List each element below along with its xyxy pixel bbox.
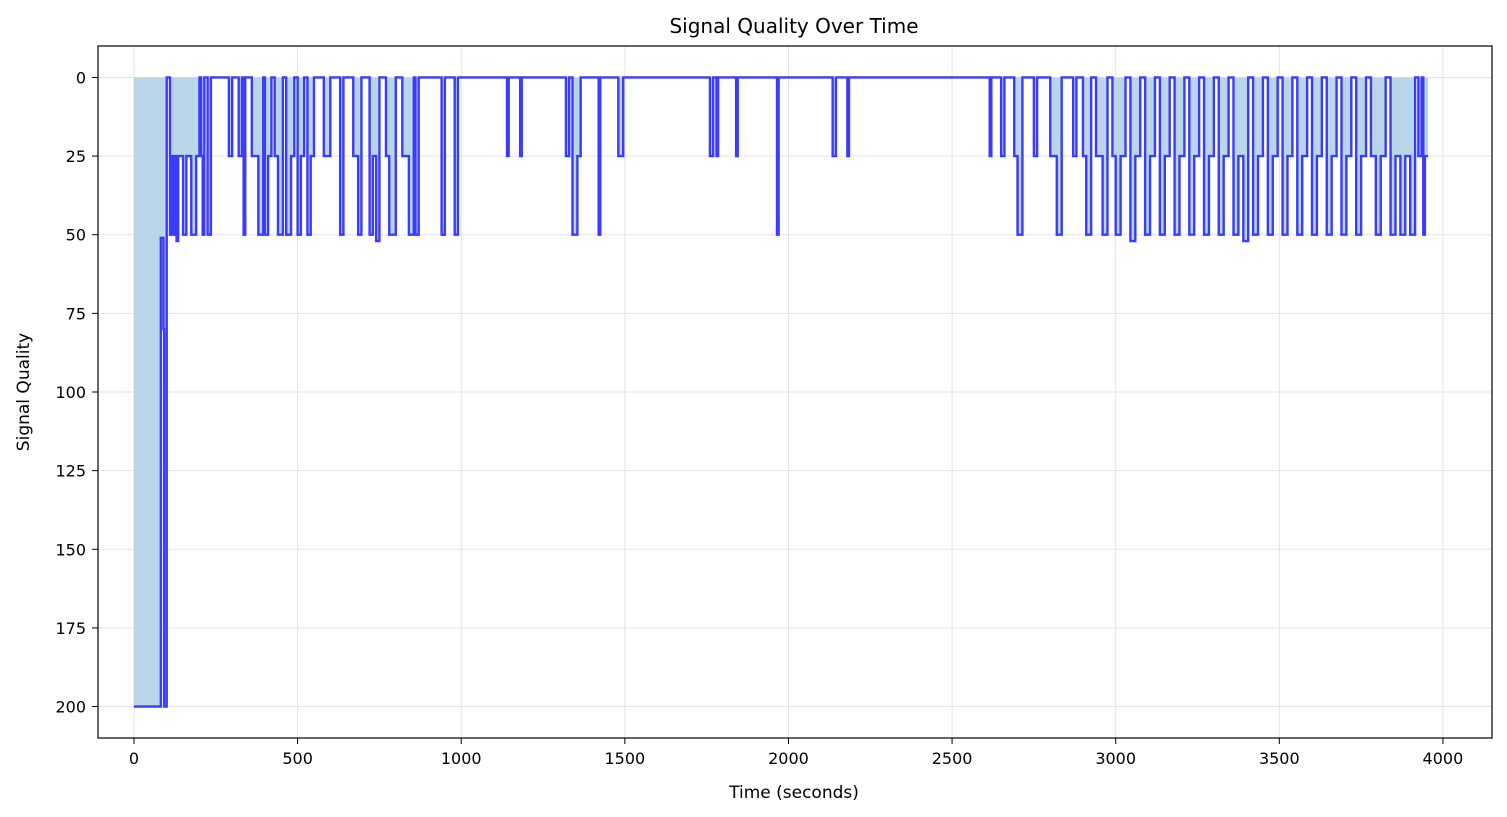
series-line <box>134 76 1429 708</box>
x-axis: 0 500 1000 1500 2000 2500 3000 3500 4000 <box>129 738 1463 768</box>
y-tick-label: 75 <box>66 304 86 323</box>
x-tick-label: 3000 <box>1095 749 1136 768</box>
y-tick-label: 150 <box>55 540 86 559</box>
chart-title: Signal Quality Over Time <box>669 14 918 38</box>
y-tick-label: 25 <box>66 147 86 166</box>
y-tick-label: 100 <box>55 383 86 402</box>
y-axis-title: Signal Quality <box>14 333 34 451</box>
x-tick-label: 2500 <box>932 749 973 768</box>
x-axis-title: Time (seconds) <box>728 783 859 803</box>
x-tick-label: 3500 <box>1259 749 1300 768</box>
x-tick-label: 1000 <box>441 749 482 768</box>
y-tick-label: 0 <box>76 68 86 87</box>
y-axis: 0 25 50 75 100 125 150 175 200 <box>55 68 98 717</box>
y-tick-label: 125 <box>55 462 86 481</box>
x-tick-label: 4000 <box>1423 749 1464 768</box>
x-tick-label: 500 <box>282 749 313 768</box>
x-tick-label: 1500 <box>604 749 645 768</box>
x-tick-label: 0 <box>129 749 139 768</box>
x-tick-label: 2000 <box>768 749 809 768</box>
y-tick-label: 50 <box>66 226 86 245</box>
series-line-layer <box>134 76 1429 708</box>
y-tick-label: 200 <box>55 698 86 717</box>
y-tick-label: 175 <box>55 619 86 638</box>
